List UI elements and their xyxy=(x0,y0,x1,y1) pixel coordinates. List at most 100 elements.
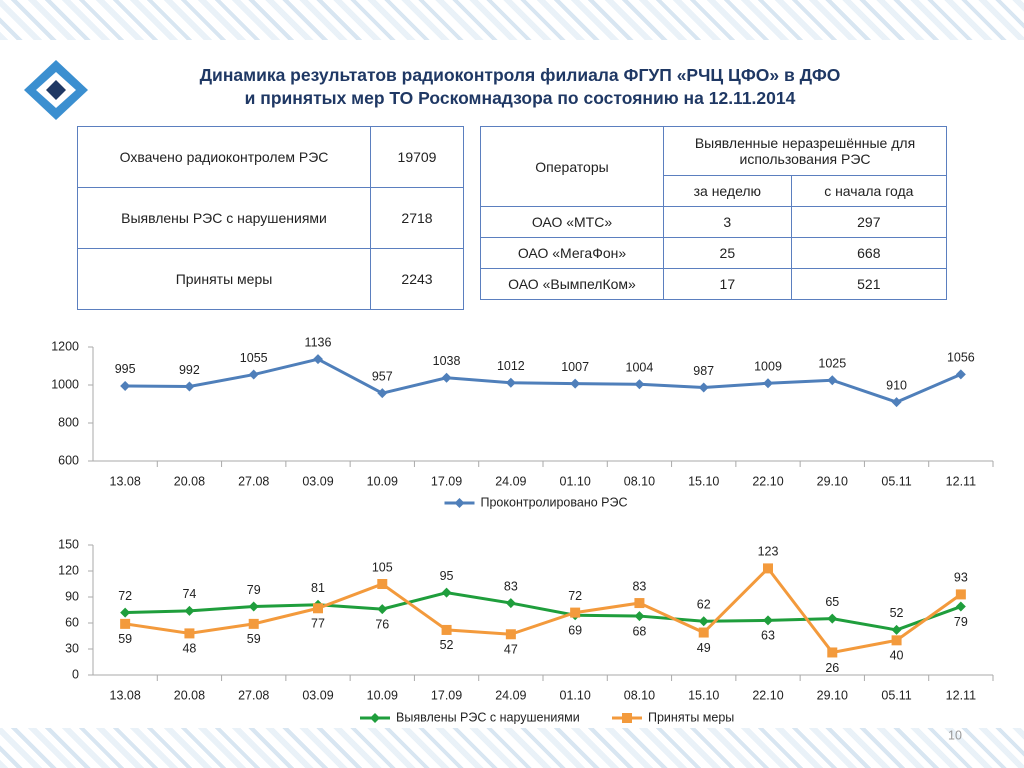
marker xyxy=(313,603,323,614)
marker xyxy=(184,605,195,616)
series-line xyxy=(124,566,962,655)
marker xyxy=(955,589,966,600)
y-tick-label: 1000 xyxy=(51,377,79,391)
data-label: 59 xyxy=(247,632,261,646)
data-label: 47 xyxy=(504,643,518,657)
data-label: 105 xyxy=(372,560,393,574)
marker xyxy=(441,624,452,635)
data-label: 49 xyxy=(697,641,711,655)
data-label: 93 xyxy=(954,571,968,585)
marker xyxy=(763,378,773,389)
marker xyxy=(891,635,902,646)
data-label: 79 xyxy=(954,615,968,629)
x-tick-label: 05.11 xyxy=(881,688,911,702)
cell: 668 xyxy=(790,237,948,269)
x-tick-label: 22.10 xyxy=(752,474,783,488)
series-line xyxy=(125,591,962,632)
data-label: 1007 xyxy=(561,360,589,374)
data-label: 1136 xyxy=(305,335,332,349)
cell: Выявлены РЭС с нарушениями xyxy=(77,187,371,249)
data-label: 40 xyxy=(890,649,904,663)
y-tick-label: 1200 xyxy=(51,339,79,353)
y-tick-label: 90 xyxy=(65,589,79,603)
y-tick-label: 0 xyxy=(72,667,79,681)
cell: Операторы xyxy=(480,126,664,207)
x-tick-label: 12.11 xyxy=(946,474,976,488)
marker xyxy=(248,618,259,629)
data-label: 52 xyxy=(890,606,904,620)
data-label: 1055 xyxy=(240,351,268,365)
marker xyxy=(570,378,581,389)
title-line: и принятых мер ТО Роскомнадзора по состо… xyxy=(244,88,796,108)
marker xyxy=(570,607,581,618)
cell: 2243 xyxy=(370,248,464,310)
marker xyxy=(120,618,131,629)
data-label: 74 xyxy=(182,587,196,601)
x-tick-label: 17.09 xyxy=(431,474,462,488)
data-label: 995 xyxy=(115,362,136,376)
y-tick-label: 150 xyxy=(58,537,79,551)
data-label: 1009 xyxy=(754,360,782,374)
data-label: 63 xyxy=(761,629,775,643)
data-label: 65 xyxy=(825,595,839,609)
marker xyxy=(698,382,709,393)
data-label: 992 xyxy=(179,363,200,377)
x-tick-label: 01.10 xyxy=(560,474,591,488)
data-label: 26 xyxy=(825,661,839,675)
cell: 521 xyxy=(790,268,948,300)
marker xyxy=(955,369,966,380)
data-label: 123 xyxy=(758,545,779,559)
marker xyxy=(622,713,632,723)
data-label: 957 xyxy=(372,369,393,383)
cell: с начала года xyxy=(790,175,948,207)
cell: ОАО «ВымпелКом» xyxy=(480,268,664,300)
legend-label: Проконтролировано РЭС xyxy=(481,495,628,509)
cell: 19709 xyxy=(370,126,464,188)
data-label: 81 xyxy=(311,581,325,595)
marker xyxy=(377,604,388,615)
legend-label: Выявлены РЭС с нарушениями xyxy=(396,710,580,724)
data-label: 69 xyxy=(568,623,582,637)
x-tick-label: 13.08 xyxy=(110,688,141,702)
x-tick-label: 08.10 xyxy=(624,688,655,702)
x-tick-label: 20.08 xyxy=(174,474,205,488)
legend-label: Приняты меры xyxy=(648,710,734,724)
cell: 25 xyxy=(663,237,792,269)
x-tick-label: 29.10 xyxy=(817,688,848,702)
marker xyxy=(505,629,516,640)
marker xyxy=(698,627,709,638)
x-tick-label: 24.09 xyxy=(495,688,526,702)
x-tick-label: 01.10 xyxy=(560,688,591,702)
marker xyxy=(634,598,645,609)
marker xyxy=(763,563,773,574)
y-tick-label: 600 xyxy=(58,453,79,467)
x-tick-label: 15.10 xyxy=(688,688,719,702)
x-tick-label: 27.08 xyxy=(238,474,269,488)
x-tick-label: 10.09 xyxy=(367,688,398,702)
data-label: 1038 xyxy=(433,354,461,368)
data-label: 76 xyxy=(375,617,389,631)
data-label: 83 xyxy=(504,579,518,593)
y-tick-label: 30 xyxy=(65,641,79,655)
data-label: 77 xyxy=(311,617,325,631)
x-tick-label: 15.10 xyxy=(688,474,719,488)
title: Динамика результатов радиоконтроля филиа… xyxy=(130,64,910,110)
x-tick-label: 03.09 xyxy=(302,474,333,488)
marker xyxy=(827,613,838,624)
cell: 2718 xyxy=(370,187,464,249)
marker xyxy=(184,628,195,639)
x-tick-label: 08.10 xyxy=(624,474,655,488)
marker xyxy=(827,647,838,658)
x-tick-label: 29.10 xyxy=(817,474,848,488)
marker xyxy=(377,579,388,589)
cell: Охвачено радиоконтролем РЭС xyxy=(77,126,371,188)
data-label: 95 xyxy=(440,569,454,583)
cell: Выявленные неразрешённые для использован… xyxy=(663,126,947,176)
marker xyxy=(454,498,465,508)
logo xyxy=(24,60,88,120)
x-tick-label: 05.11 xyxy=(881,474,911,488)
marker xyxy=(955,601,966,612)
data-label: 59 xyxy=(118,632,132,646)
series-line xyxy=(125,357,962,404)
